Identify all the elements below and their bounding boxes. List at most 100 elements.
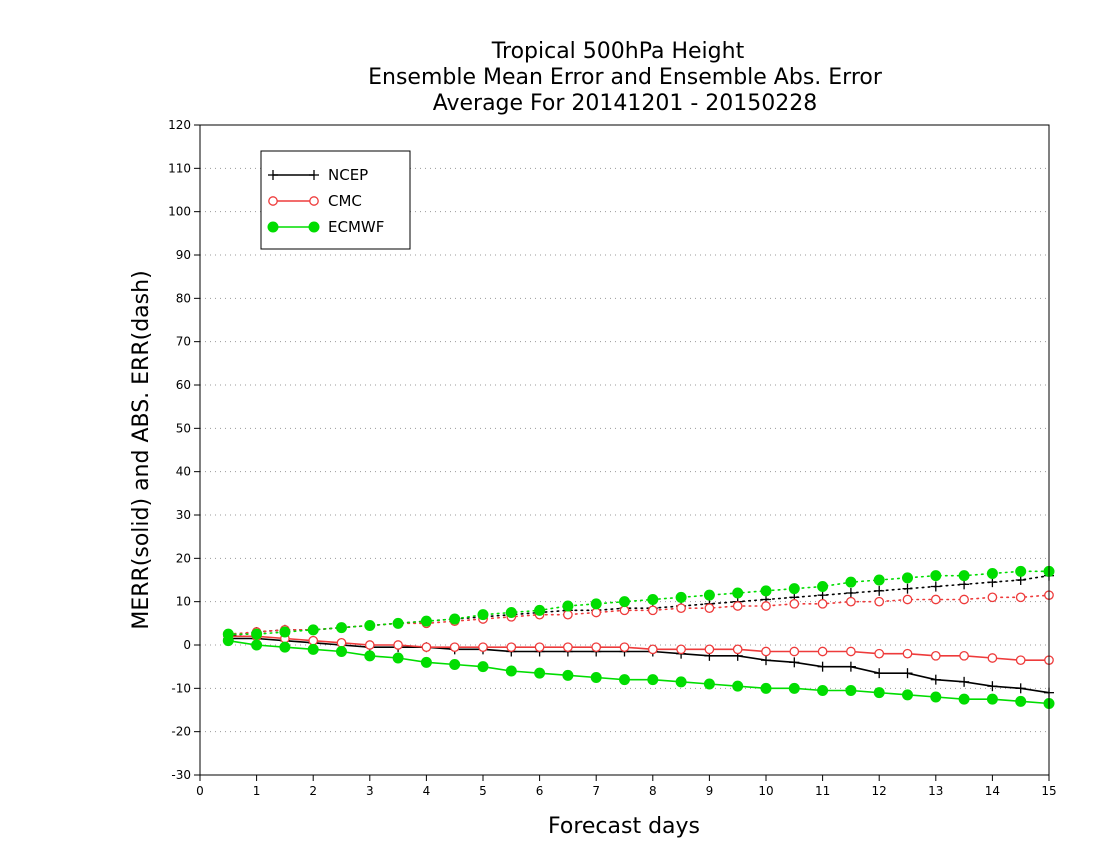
ncep-merr-point <box>930 674 941 685</box>
ecmwf-merr-point <box>986 693 998 705</box>
x-tick-label: 2 <box>309 784 317 798</box>
ecmwf-abs-err-point <box>732 587 744 599</box>
ecmwf-abs-err-point <box>703 589 715 601</box>
y-tick-label: -30 <box>171 768 191 782</box>
cmc-merr-point <box>676 644 686 655</box>
legend-marker-ncep <box>268 170 278 180</box>
ecmwf-abs-err-point <box>647 594 659 605</box>
ecmwf-abs-err-point <box>336 622 347 634</box>
cmc-abs-err-point <box>874 596 885 607</box>
ecmwf-merr-point <box>788 682 800 694</box>
x-tick-label: 5 <box>479 784 487 798</box>
ecmwf-abs-err-point <box>477 609 489 621</box>
ecmwf-abs-err-point <box>392 617 404 629</box>
y-axis-label: MERR(solid) and ABS. ERR(dash) <box>129 270 154 629</box>
legend-item-ncep: NCEP <box>268 166 368 184</box>
legend-label-ncep: NCEP <box>328 166 368 184</box>
x-tick-label: 15 <box>1041 784 1056 798</box>
cmc-abs-err-point <box>817 598 828 609</box>
ecmwf-merr-point <box>619 674 630 686</box>
cmc-merr-point <box>563 642 573 653</box>
ecmwf-abs-err-point <box>817 581 829 592</box>
y-tick-label: -10 <box>171 681 191 695</box>
cmc-merr-point <box>421 642 432 653</box>
chart-title: Tropical 500hPa Height Ensemble Mean Err… <box>368 39 883 116</box>
ncep-abs-err-point <box>902 583 913 594</box>
x-tick-label: 14 <box>985 784 1000 798</box>
ecmwf-merr-point <box>1015 695 1027 707</box>
ecmwf-merr-point <box>732 680 744 692</box>
plot-frame <box>199 124 1050 776</box>
cmc-merr-point <box>364 640 375 650</box>
cmc-abs-err-point <box>930 594 941 605</box>
cmc-merr-point <box>874 648 885 659</box>
cmc-abs-err-point <box>789 598 800 609</box>
cmc-abs-err-point <box>959 594 969 605</box>
ecmwf-abs-err-point <box>307 624 319 636</box>
cmc-abs-err-point <box>619 605 630 616</box>
ecmwf-merr-point <box>449 659 461 670</box>
ecmwf-merr-point <box>817 685 829 696</box>
cmc-abs-err-point <box>591 607 602 618</box>
ecmwf-merr-point <box>873 687 885 699</box>
title-line-1: Tropical 500hPa Height <box>491 39 745 64</box>
cmc-merr-point <box>619 642 630 653</box>
ecmwf-merr-point <box>675 676 687 688</box>
cmc-merr-point <box>959 650 969 661</box>
ecmwf-merr-point <box>505 665 517 677</box>
ecmwf-abs-err-point <box>420 615 432 627</box>
cmc-merr-point <box>987 653 998 663</box>
y-tick-label: 110 <box>168 161 191 175</box>
ecmwf-abs-err-point <box>986 568 998 579</box>
ecmwf-merr-point <box>902 689 913 701</box>
cmc-merr-point <box>817 646 828 657</box>
ecmwf-merr-point <box>845 685 857 696</box>
ecmwf-merr-point <box>647 674 659 686</box>
cmc-merr-point <box>449 642 460 653</box>
cmc-merr-point <box>704 644 715 655</box>
y-tick-label: 80 <box>176 291 191 305</box>
legend-marker-ecmwf <box>308 221 320 233</box>
ecmwf-abs-err-point <box>562 600 574 612</box>
ecmwf-abs-err-point <box>449 613 461 625</box>
ncep-merr-point <box>959 676 970 687</box>
ecmwf-merr-point <box>307 643 319 655</box>
ncep-merr-point <box>902 668 913 679</box>
ecmwf-abs-err-point <box>902 572 913 584</box>
x-tick-label: 9 <box>706 784 714 798</box>
ncep-merr-point <box>817 661 828 672</box>
ecmwf-merr-point <box>251 639 263 651</box>
cmc-merr-point <box>591 642 602 653</box>
title-line-3: Average For 20141201 - 20150228 <box>433 91 818 116</box>
ncep-abs-err-point <box>874 585 885 596</box>
cmc-merr-point <box>1015 655 1026 666</box>
ecmwf-abs-err-point <box>251 628 263 640</box>
legend-item-cmc: CMC <box>268 192 362 210</box>
cmc-abs-err-point <box>732 601 743 611</box>
cmc-merr-point <box>902 648 913 659</box>
x-tick-label: 3 <box>366 784 374 798</box>
ncep-merr-point <box>845 661 856 672</box>
ecmwf-abs-err-point <box>845 576 857 588</box>
cmc-merr-point <box>478 642 488 653</box>
cmc-abs-err-point <box>1015 592 1026 603</box>
cmc-merr-point <box>506 642 517 653</box>
ecmwf-abs-err-point <box>505 607 517 618</box>
ecmwf-abs-err-point <box>930 570 942 582</box>
ncep-merr-point <box>789 657 800 668</box>
x-tick-label: 6 <box>536 784 544 798</box>
ncep-merr-point <box>761 655 771 666</box>
cmc-merr-point <box>534 642 545 653</box>
ecmwf-abs-err-point <box>958 570 970 582</box>
ecmwf-abs-err-point <box>279 626 291 638</box>
y-tick-label: 20 <box>176 551 191 565</box>
ecmwf-merr-point <box>420 656 432 668</box>
legend-marker-cmc <box>309 196 319 206</box>
cmc-abs-err-point <box>987 592 998 603</box>
x-axis-label: Forecast days <box>548 814 700 839</box>
x-tick-label: 13 <box>928 784 943 798</box>
cmc-merr-point <box>336 637 347 648</box>
y-tick-label: 60 <box>176 378 191 392</box>
